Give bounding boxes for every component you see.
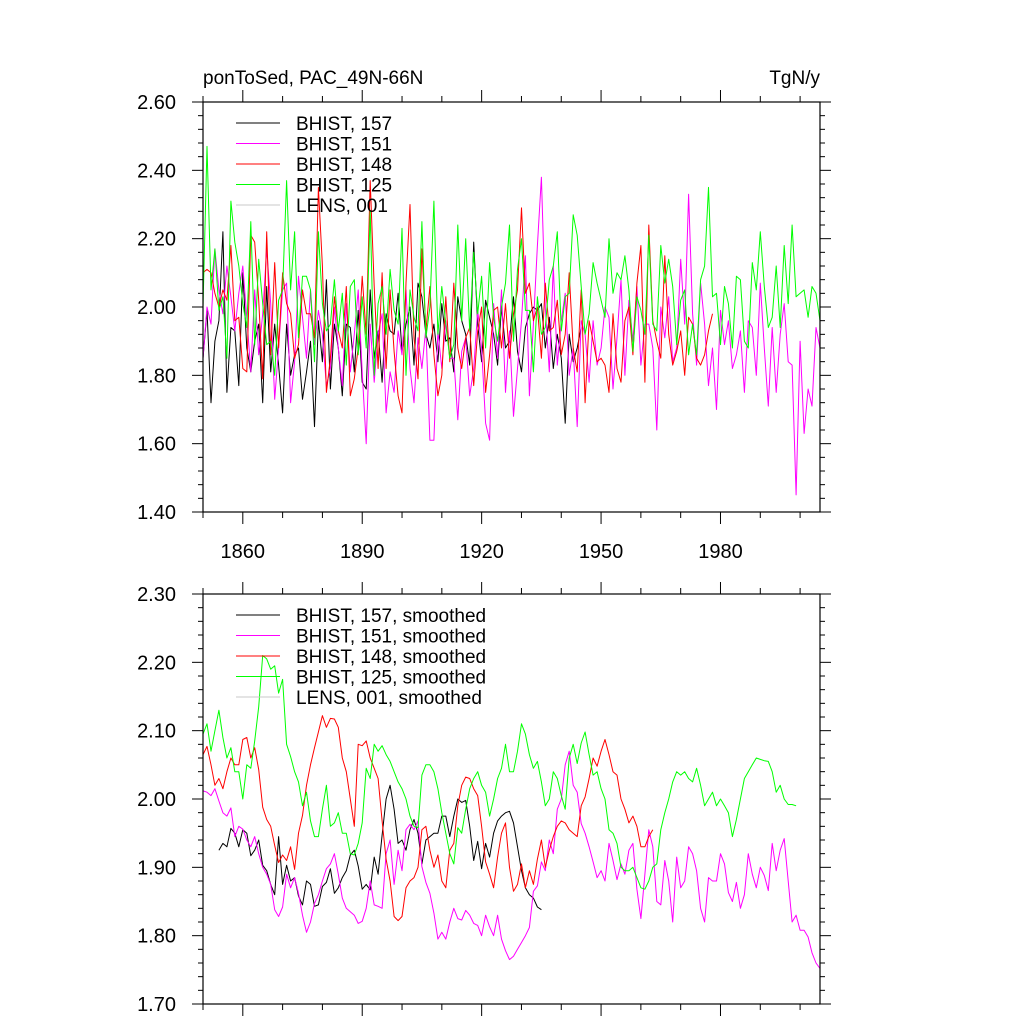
top-x-tick-label: 1920 — [459, 541, 504, 563]
bottom-y-tick-label: 2.20 — [137, 652, 176, 674]
bottom-y-tick-label: 1.90 — [137, 857, 176, 879]
top-series-line-1 — [203, 176, 820, 496]
bottom-series-line-3 — [203, 655, 797, 890]
top-y-tick-label: 2.20 — [137, 229, 176, 251]
top-panel-series — [203, 145, 820, 496]
top-x-tick-label: 1890 — [340, 541, 385, 563]
bottom-series-line-0 — [218, 784, 542, 911]
bottom-y-tick-label: 1.80 — [137, 926, 176, 948]
bottom-panel-series — [203, 655, 820, 970]
top-panel: 1.40 1.60 1.80 2.00 2.20 2.40 2.60 1860 1890 1920… — [137, 90, 831, 563]
top-y-tick-label: 1.40 — [137, 502, 176, 524]
bottom-legend-label-3: BHIST, 125, smoothed — [296, 668, 486, 689]
top-series-line-2 — [203, 180, 713, 414]
top-legend-label-3: BHIST, 125 — [296, 176, 392, 197]
top-y-tick-label: 1.60 — [137, 434, 176, 456]
bottom-y-tick-label: 2.30 — [137, 584, 176, 606]
top-legend-label-2: BHIST, 148 — [296, 155, 392, 176]
top-legend-label-4: LENS, 001 — [296, 196, 388, 217]
bottom-legend-label-1: BHIST, 151, smoothed — [296, 627, 486, 648]
bottom-panel-ticks: 1.70 1.80 1.90 2.00 2.10 2.20 2.30 — [137, 582, 831, 1016]
bottom-legend-label-2: BHIST, 148, smoothed — [296, 647, 486, 668]
bottom-y-tick-label: 1.70 — [137, 994, 176, 1016]
top-series-line-3 — [203, 145, 820, 376]
top-x-tick-label: 1860 — [221, 541, 266, 563]
bottom-series-line-2 — [203, 715, 654, 922]
top-legend-label-0: BHIST, 157 — [296, 114, 392, 135]
bottom-y-tick-label: 2.00 — [137, 789, 176, 811]
top-x-tick-label: 1950 — [579, 541, 624, 563]
bottom-y-tick-label: 2.10 — [137, 721, 176, 743]
top-panel-frame — [202, 101, 821, 513]
top-y-tick-label: 1.80 — [137, 365, 176, 387]
bottom-series-line-1 — [203, 750, 820, 970]
bottom-legend-label-4: LENS, 001, smoothed — [296, 688, 482, 709]
top-y-tick-label: 2.40 — [137, 160, 176, 182]
bottom-legend-label-0: BHIST, 157, smoothed — [296, 606, 486, 627]
top-y-tick-label: 2.00 — [137, 297, 176, 319]
bottom-panel-frame — [202, 593, 821, 1005]
bottom-panel: 1.70 1.80 1.90 2.00 2.10 2.20 2.30 BHIST, 157,… — [137, 582, 831, 1016]
top-panel-ticks: 1.40 1.60 1.80 2.00 2.20 2.40 2.60 1860 1890 1920… — [137, 90, 831, 563]
top-legend-label-1: BHIST, 151 — [296, 135, 392, 156]
figure-units: TgN/y — [769, 68, 820, 89]
figure-title-left: ponToSed, PAC_49N-66N — [203, 68, 423, 89]
top-x-tick-label: 1980 — [698, 541, 743, 563]
top-y-tick-label: 2.60 — [137, 92, 176, 114]
